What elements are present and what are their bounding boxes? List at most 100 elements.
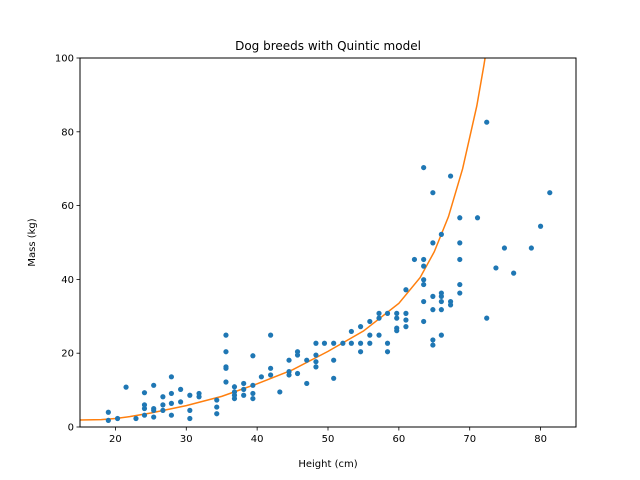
data-point — [304, 357, 310, 363]
data-point — [438, 298, 444, 305]
data-point — [457, 215, 463, 221]
data-point — [250, 390, 256, 397]
data-point — [313, 359, 319, 365]
data-point — [357, 324, 364, 330]
model-curve — [80, 58, 486, 421]
data-point — [367, 318, 373, 325]
curve-layer — [80, 58, 486, 421]
data-point — [430, 337, 436, 343]
data-point — [394, 328, 400, 334]
data-point — [493, 265, 499, 271]
data-point — [277, 389, 283, 395]
data-point — [141, 390, 148, 396]
data-point — [457, 290, 463, 296]
data-point — [430, 190, 436, 196]
data-point — [196, 394, 202, 400]
data-point — [384, 310, 391, 316]
x-tick-label: 80 — [534, 434, 547, 445]
data-point — [474, 215, 481, 221]
data-point — [250, 382, 256, 388]
data-point — [268, 372, 274, 378]
data-point — [537, 223, 544, 229]
data-point — [348, 328, 354, 335]
data-point — [331, 340, 337, 346]
data-point — [160, 394, 166, 400]
data-point — [321, 340, 328, 346]
data-point — [294, 370, 301, 377]
data-point — [133, 415, 139, 422]
data-point — [384, 340, 391, 346]
data-point — [484, 119, 490, 125]
data-point — [367, 340, 373, 346]
data-point — [178, 386, 184, 392]
x-axis: 20 30 40 50 60 70 80 — [109, 427, 547, 445]
data-point — [547, 190, 553, 196]
data-point — [231, 384, 238, 390]
data-point — [141, 402, 148, 408]
data-point — [421, 164, 427, 171]
data-point — [421, 281, 427, 288]
y-tick-label: 60 — [61, 201, 74, 212]
data-point — [105, 417, 111, 423]
data-point — [141, 412, 148, 418]
data-point — [223, 379, 229, 385]
data-point — [357, 349, 364, 355]
data-point — [231, 395, 238, 402]
data-point — [241, 380, 247, 387]
data-point — [151, 414, 157, 420]
data-point — [403, 317, 409, 323]
data-point — [286, 369, 292, 375]
data-point — [258, 374, 264, 380]
data-point — [151, 405, 157, 412]
y-tick-label: 100 — [55, 54, 74, 65]
data-point — [511, 270, 517, 276]
data-point — [430, 240, 436, 246]
data-point — [421, 256, 427, 263]
data-point — [187, 392, 193, 398]
data-point — [160, 402, 166, 408]
x-axis-label: Height (cm) — [298, 459, 357, 470]
data-point — [447, 173, 454, 179]
data-point — [438, 293, 444, 299]
x-tick-label: 60 — [392, 434, 405, 445]
data-point — [403, 310, 409, 316]
x-tick-label: 50 — [322, 434, 335, 445]
data-point — [123, 384, 129, 390]
data-point — [403, 287, 409, 293]
data-point — [331, 375, 337, 381]
data-point — [223, 349, 229, 355]
data-point — [528, 245, 534, 251]
data-point — [430, 307, 436, 313]
y-axis-label: Mass (kg) — [27, 218, 38, 266]
data-point — [376, 310, 382, 316]
data-point — [313, 340, 319, 346]
data-point — [313, 364, 319, 370]
y-tick-label: 80 — [61, 127, 74, 138]
data-point — [250, 395, 256, 402]
data-point — [268, 332, 274, 338]
y-tick-label: 20 — [61, 349, 74, 360]
data-point — [421, 277, 427, 283]
data-point — [367, 332, 373, 338]
points-layer — [105, 119, 553, 423]
data-point — [457, 240, 463, 246]
data-point — [250, 353, 256, 359]
data-point — [187, 415, 193, 422]
data-point — [376, 315, 382, 321]
data-point — [357, 340, 364, 346]
x-tick-label: 20 — [109, 434, 122, 445]
x-tick-label: 70 — [463, 434, 476, 445]
data-point — [114, 415, 121, 422]
data-point — [304, 380, 310, 387]
data-point — [141, 405, 148, 412]
chart-title: Dog breeds with Quintic model — [235, 39, 421, 53]
data-point — [168, 400, 175, 406]
data-point — [340, 340, 346, 346]
data-point — [348, 340, 354, 346]
data-point — [438, 231, 444, 237]
data-point — [421, 298, 427, 305]
data-point — [403, 324, 409, 330]
data-point — [214, 411, 220, 417]
